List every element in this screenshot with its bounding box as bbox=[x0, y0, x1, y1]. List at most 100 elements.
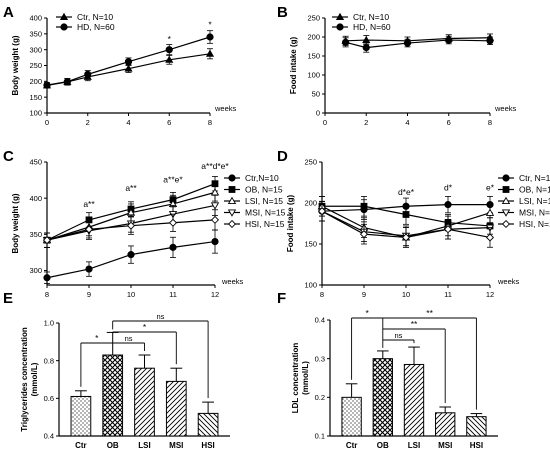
series-5: HSI, N=15 bbox=[42, 209, 285, 248]
x-tick-label: HSI bbox=[470, 441, 483, 450]
x-tick-label: 4 bbox=[126, 118, 130, 127]
legend-marker bbox=[59, 12, 69, 20]
data-point bbox=[205, 49, 215, 57]
y-tick-label: 400 bbox=[29, 14, 42, 23]
data-point bbox=[165, 55, 174, 63]
x-tick-label: 11 bbox=[444, 290, 452, 299]
legend-marker bbox=[502, 186, 510, 193]
significance-annotation: * bbox=[208, 20, 212, 30]
legend-marker bbox=[501, 196, 511, 205]
significance-bracket: * bbox=[80, 333, 113, 387]
y-tick-label: 450 bbox=[29, 158, 42, 167]
legend-entry: LSI, N=15 bbox=[245, 196, 283, 206]
y-tick-label: 100 bbox=[307, 71, 320, 80]
significance-bracket: * bbox=[112, 322, 177, 365]
legend-entry: Ctr,N=10 bbox=[245, 173, 279, 183]
panel-label: F bbox=[277, 290, 286, 307]
bar bbox=[134, 367, 155, 437]
x-tick-label: 4 bbox=[405, 118, 409, 127]
significance-bracket: ns bbox=[112, 312, 209, 399]
x-tick-label: 10 bbox=[127, 290, 135, 299]
significance-bracket: ** bbox=[382, 319, 446, 403]
x-axis-label: weeks bbox=[221, 277, 244, 286]
data-point bbox=[486, 37, 494, 45]
data-point bbox=[444, 201, 452, 209]
legend-entry: OB, N=15 bbox=[519, 185, 550, 195]
y-tick-label: 200 bbox=[307, 33, 320, 42]
x-tick-label: LSI bbox=[408, 441, 420, 450]
significance-bracket: ns bbox=[112, 334, 145, 352]
panel-label: A bbox=[3, 4, 14, 21]
x-tick-label: 6 bbox=[447, 118, 451, 127]
legend-marker bbox=[336, 23, 344, 31]
x-axis-label: weeks bbox=[494, 104, 517, 113]
x-tick-label: 2 bbox=[86, 118, 90, 127]
y-axis-label: Triglycerides concentration(mmol/L) bbox=[20, 327, 39, 432]
y-tick-label: 250 bbox=[307, 14, 320, 23]
legend-entry: LSI, N=15 bbox=[519, 196, 550, 206]
y-axis-label: Food intake (g) bbox=[289, 37, 298, 95]
x-tick-label: LSI bbox=[138, 441, 150, 450]
data-point bbox=[63, 78, 71, 86]
x-tick-label: 12 bbox=[211, 290, 219, 299]
data-point bbox=[124, 58, 133, 66]
x-tick-label: MSI bbox=[438, 441, 452, 450]
data-point bbox=[402, 211, 410, 218]
significance-annotation: a** bbox=[83, 199, 95, 209]
data-point bbox=[43, 81, 51, 89]
data-point bbox=[359, 230, 369, 239]
significance-bracket: ns bbox=[382, 331, 415, 344]
legend-marker bbox=[228, 174, 236, 182]
y-tick-label: 400 bbox=[29, 194, 42, 203]
y-tick-label: 200 bbox=[29, 77, 42, 86]
significance-annotation: e* bbox=[486, 183, 495, 193]
y-axis-label-line: Triglycerides concentration bbox=[20, 327, 29, 432]
y-tick-label: 0.8 bbox=[44, 356, 54, 365]
series-5: HSI, N=15 bbox=[317, 200, 550, 248]
data-point bbox=[360, 202, 368, 210]
y-tick-label: 50 bbox=[312, 90, 320, 99]
legend-marker bbox=[60, 23, 68, 31]
data-point bbox=[445, 36, 453, 44]
legend-entry: Ctr, N=10 bbox=[519, 173, 550, 183]
x-tick-label: OB bbox=[107, 441, 119, 450]
y-tick-label: 350 bbox=[29, 230, 42, 239]
bar bbox=[466, 416, 487, 437]
bar bbox=[372, 358, 393, 437]
bar bbox=[197, 412, 219, 437]
bar bbox=[70, 395, 92, 437]
x-tick-label: 0 bbox=[323, 118, 327, 127]
significance-label: ns bbox=[394, 331, 402, 340]
y-tick-label: 200 bbox=[304, 199, 317, 208]
panel-e: E 0.4 0.6 0.8 1.0 Triglycerides concentration… bbox=[3, 290, 230, 450]
bar bbox=[165, 380, 187, 437]
x-tick-label: 12 bbox=[486, 290, 494, 299]
series-2: HD, N=60 bbox=[332, 22, 494, 53]
data-point bbox=[485, 208, 495, 216]
data-point bbox=[85, 265, 93, 273]
data-point bbox=[362, 44, 370, 52]
legend-marker bbox=[501, 219, 511, 229]
y-tick-label: 150 bbox=[307, 52, 320, 61]
legend-entry: Ctr, N=10 bbox=[353, 12, 389, 22]
data-point bbox=[485, 233, 495, 242]
y-axis-label: Body weight (g) bbox=[11, 35, 20, 95]
x-tick-label: 6 bbox=[167, 118, 171, 127]
y-tick-label: 150 bbox=[304, 240, 317, 249]
legend-marker bbox=[227, 196, 237, 205]
significance-label: ns bbox=[156, 312, 164, 321]
x-tick-label: 9 bbox=[87, 290, 91, 299]
legend-marker bbox=[227, 219, 237, 229]
y-tick-label: 250 bbox=[304, 158, 317, 167]
x-tick-label: 9 bbox=[362, 290, 366, 299]
y-tick-label: 100 bbox=[304, 281, 317, 290]
x-tick-label: Ctr bbox=[346, 441, 358, 450]
data-point bbox=[206, 33, 214, 41]
data-point bbox=[165, 46, 173, 54]
x-tick-label: 8 bbox=[320, 290, 324, 299]
y-tick-label: 300 bbox=[29, 266, 42, 275]
y-tick-label: 0.4 bbox=[44, 432, 54, 441]
